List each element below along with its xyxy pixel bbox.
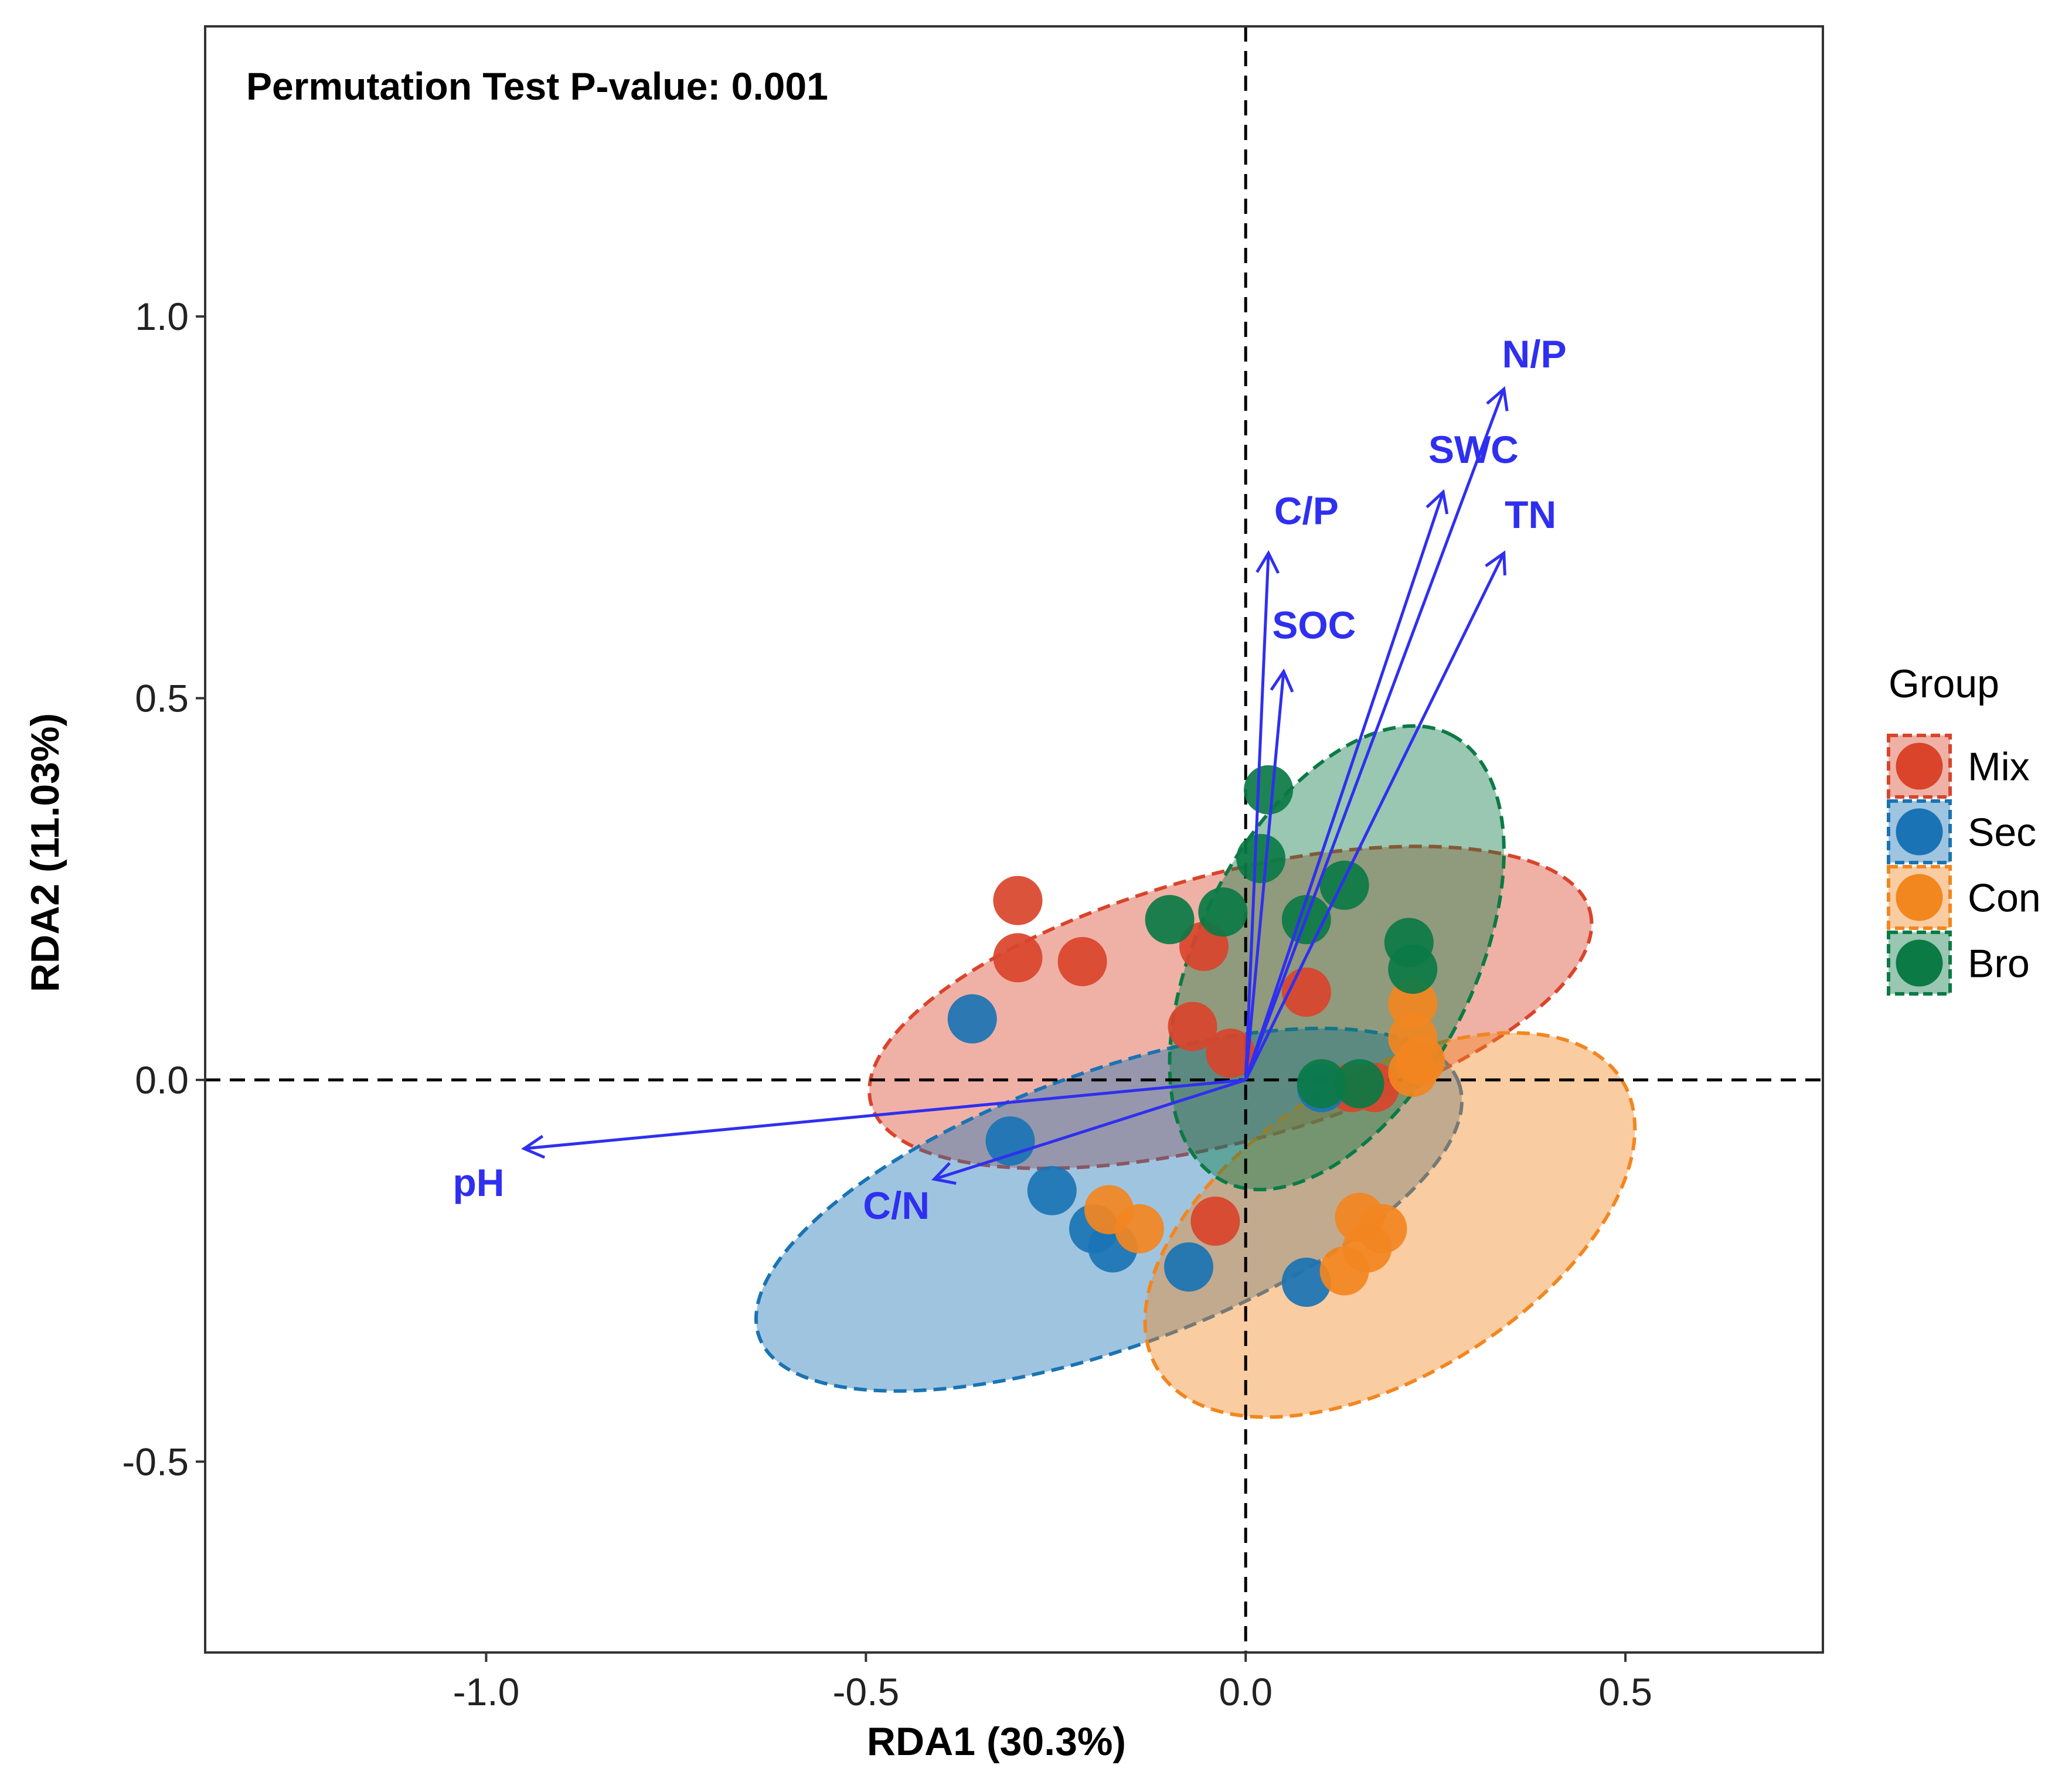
vector-swc-line bbox=[1244, 491, 1445, 1081]
x-tick-label: 0.0 bbox=[1219, 1670, 1273, 1713]
point-sec-7 bbox=[1281, 1258, 1331, 1307]
legend-label-bro: Bro bbox=[1968, 942, 2030, 986]
legend-label-mix: Mix bbox=[1968, 745, 2030, 789]
point-mix-2 bbox=[993, 933, 1043, 983]
legend-title: Group bbox=[1889, 662, 1999, 706]
legend-label-sec: Sec bbox=[1968, 810, 2036, 855]
y-tick-label: -0.5 bbox=[122, 1440, 189, 1483]
chart-title: Permutation Test P-value: 0.001 bbox=[246, 64, 828, 108]
legend-marker-con bbox=[1896, 874, 1943, 921]
vector-c-p-arrowhead bbox=[1256, 550, 1280, 574]
point-con-6 bbox=[1319, 1246, 1369, 1296]
y-tick-label: 0.0 bbox=[135, 1058, 189, 1102]
vector-soc-line bbox=[1244, 671, 1285, 1081]
point-mix-7 bbox=[1206, 1028, 1256, 1078]
legend-marker-sec bbox=[1896, 808, 1943, 856]
point-bro-1 bbox=[1244, 765, 1294, 815]
x-tick-label: 0.5 bbox=[1598, 1670, 1652, 1713]
vector-swc-label: SWC bbox=[1428, 428, 1519, 471]
point-con-7 bbox=[1388, 979, 1438, 1028]
plot-panel-border bbox=[204, 25, 1824, 1654]
legend-label-con: Con bbox=[1968, 876, 2041, 921]
point-con-10 bbox=[1388, 1047, 1438, 1097]
point-bro-4 bbox=[1198, 887, 1248, 937]
y-axis-title: RDA2 (11.03%) bbox=[23, 713, 67, 992]
x-axis-title: RDA1 (30.3%) bbox=[867, 1719, 1126, 1764]
point-bro-2 bbox=[1236, 834, 1286, 884]
vector-tn-line bbox=[1244, 552, 1506, 1081]
point-con-2 bbox=[1114, 1204, 1164, 1253]
x-tick-label: -0.5 bbox=[832, 1670, 899, 1713]
vector-ph-line bbox=[523, 1078, 1246, 1150]
vector-c-n-label: C/N bbox=[863, 1184, 930, 1227]
point-mix-3 bbox=[1057, 936, 1107, 986]
point-bro-6 bbox=[1319, 860, 1369, 910]
vector-tn-label: TN bbox=[1505, 493, 1556, 536]
point-bro-10 bbox=[1335, 1059, 1384, 1109]
point-layer bbox=[947, 765, 1445, 1307]
point-sec-3 bbox=[1027, 1166, 1077, 1215]
point-mix-1 bbox=[993, 875, 1043, 925]
legend: Group Mix Sec Con Bro bbox=[1887, 662, 2041, 996]
point-sec-2 bbox=[985, 1116, 1035, 1166]
vector-swc-arrowhead bbox=[1425, 489, 1449, 515]
vector-soc-arrowhead bbox=[1270, 668, 1294, 693]
legend-entries: Mix Sec Con Bro bbox=[1887, 734, 2041, 996]
vector-c-p-label: C/P bbox=[1274, 489, 1339, 532]
vector-c-p-line bbox=[1244, 553, 1270, 1080]
vector-c-n-line bbox=[934, 1078, 1246, 1181]
x-tick-label: -1.0 bbox=[453, 1670, 520, 1713]
point-bro-3 bbox=[1145, 895, 1195, 945]
legend-marker-mix bbox=[1896, 742, 1943, 790]
y-tick-label: 1.0 bbox=[135, 295, 189, 338]
point-sec-1 bbox=[947, 994, 997, 1044]
vector-ph-arrowhead bbox=[521, 1134, 546, 1159]
vector-n-p-line bbox=[1244, 388, 1506, 1081]
vector-n-p-arrowhead bbox=[1486, 386, 1509, 411]
axis-layer: -1.0 -0.5 0.0 0.5 -0.5 0.0 0.5 1.0 bbox=[122, 295, 1652, 1713]
vector-soc-label: SOC bbox=[1272, 604, 1356, 647]
point-mix-5 bbox=[1168, 1001, 1217, 1051]
vector-ph-label: pH bbox=[452, 1161, 504, 1204]
point-mix-9 bbox=[1190, 1196, 1240, 1246]
vector-n-p-label: N/P bbox=[1502, 332, 1567, 376]
point-bro-8 bbox=[1388, 944, 1438, 994]
y-tick-label: 0.5 bbox=[135, 676, 189, 720]
legend-marker-bro bbox=[1896, 939, 1943, 987]
vector-c-n-arrowhead bbox=[931, 1162, 957, 1185]
point-sec-6 bbox=[1164, 1242, 1214, 1292]
vector-tn-arrowhead bbox=[1485, 550, 1506, 576]
point-bro-9 bbox=[1297, 1059, 1346, 1109]
vector-layer: pH C/N C/P SOC SWC TN N/P bbox=[452, 332, 1566, 1227]
